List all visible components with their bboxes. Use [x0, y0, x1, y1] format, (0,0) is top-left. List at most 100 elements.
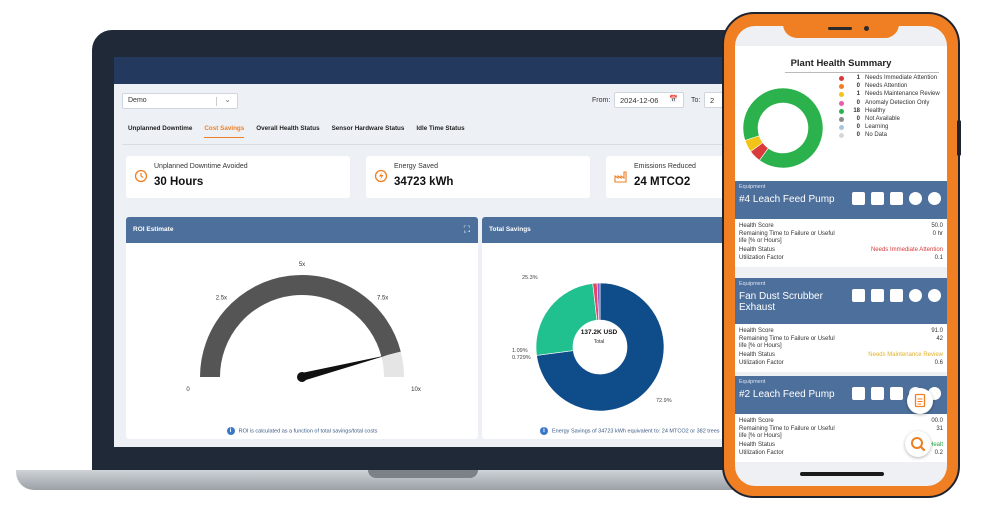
health-score-value: 50.0 [931, 223, 943, 229]
image-icon[interactable] [890, 289, 903, 302]
plant-health-donut-chart [742, 87, 824, 169]
image-icon[interactable] [890, 387, 903, 400]
utilization-row: Utilization Factor 0.2 [739, 450, 943, 458]
equipment-card[interactable]: Equipment #4 Leach Feed Pump Health Scor… [735, 181, 947, 267]
remaining-time-row: Remaining Time to Failure or Useful life… [739, 426, 943, 442]
remaining-time-value: 42 [936, 336, 943, 342]
phone-side-button [957, 120, 961, 156]
health-score-value: 00.0 [931, 418, 943, 424]
expand-icon[interactable]: ⛶ [463, 224, 470, 234]
tab-cost-savings[interactable]: Cost Savings [204, 125, 245, 138]
gauge-track [200, 275, 401, 378]
health-legend: 1 Needs Immediate Attention 0 Needs Attenti… [839, 75, 945, 141]
savings-slice-label: 72.9% [656, 398, 672, 404]
savings-slice [535, 283, 598, 356]
health-score-row: Health Score 00.0 [739, 418, 943, 426]
file-icon[interactable] [852, 289, 865, 302]
remaining-time-value: 31 [936, 426, 943, 432]
remaining-time-row: Remaining Time to Failure or Useful life… [739, 336, 943, 352]
kpi-value: 30 Hours [154, 176, 204, 188]
legend-dot [839, 133, 844, 139]
legend-item: 1 Needs Immediate Attention [839, 75, 945, 82]
health-score-row: Health Score 91.0 [739, 328, 943, 336]
field-label: Remaining Time to Failure or Useful life… [739, 231, 835, 244]
chevron-right-icon[interactable] [928, 289, 941, 302]
health-status-value: Needs Immediate Attention [870, 247, 943, 253]
tab-unplanned-downtime[interactable]: Unplanned Downtime [128, 125, 193, 132]
utilization-value: 0.1 [934, 255, 943, 261]
mobile-screen: Plant Health Summary 1 Needs Immediate At… [735, 26, 947, 486]
chevron-right-icon[interactable] [928, 192, 941, 205]
roi-footnote-text: ROI is calculated as a function of total… [238, 428, 378, 435]
savings-slice-label: 1.09% [512, 348, 528, 354]
legend-count: 0 [856, 115, 860, 122]
equipment-card-body: Health Score 00.0 Remaining Time to Fail… [735, 414, 947, 462]
kpi-value: 24 MTCO2 [634, 176, 691, 188]
legend-item: 0 Not Available [839, 116, 945, 123]
field-label: Health Score [739, 223, 774, 229]
search-fab[interactable] [905, 431, 931, 457]
laptop-notch [368, 470, 478, 478]
home-indicator [800, 472, 884, 476]
equipment-card-body: Health Score 50.0 Remaining Time to Fail… [735, 219, 947, 267]
factory-icon [614, 171, 627, 183]
legend-count: 0 [856, 83, 860, 90]
savings-footnote-text: Energy Savings of 34723 kWh equivalent t… [552, 428, 720, 435]
health-status-row: Health Status Needs Immediate Attention [739, 247, 943, 255]
tab-overall-health-status[interactable]: Overall Health Status [256, 125, 320, 132]
equipment-card[interactable]: Equipment Fan Dust Scrubber Exhaust Heal… [735, 278, 947, 372]
legend-dot [839, 76, 844, 81]
image-icon[interactable] [890, 192, 903, 205]
utilization-row: Utilization Factor 0.6 [739, 360, 943, 368]
gauge-icon[interactable] [909, 192, 922, 205]
gauge-tick-label: 0 [186, 387, 190, 393]
dashboard-tabs: Unplanned Downtime Cost Savings Overall … [128, 125, 465, 138]
clock-rewind-icon [134, 169, 148, 183]
legend-label: No Data [865, 132, 888, 139]
utilization-value: 0.6 [934, 360, 943, 366]
kpi-label: Emissions Reduced [634, 163, 696, 170]
phone-speaker [828, 27, 852, 30]
chevron-down-icon: ⌄ [224, 95, 231, 104]
equipment-label: Equipment [739, 184, 766, 190]
edit-icon[interactable] [871, 387, 884, 400]
legend-item: 18 Healthy [839, 108, 945, 115]
info-icon: i [226, 427, 235, 435]
legend-label: Needs Immediate Attention [865, 75, 938, 81]
legend-count: 0 [856, 99, 860, 106]
legend-item: 0 Needs Attention [839, 83, 945, 90]
field-label: Utilization Factor [739, 450, 784, 456]
gauge-icon[interactable] [909, 289, 922, 302]
legend-count: 1 [856, 91, 860, 98]
tab-idle-time-status[interactable]: Idle Time Status [416, 125, 465, 132]
file-icon[interactable] [852, 192, 865, 205]
report-fab[interactable] [907, 388, 933, 414]
energy-icon [374, 169, 388, 183]
card-actions [852, 289, 941, 302]
from-label: From: [592, 97, 611, 104]
calendar-icon[interactable]: 📅 [669, 96, 678, 103]
search-icon [911, 437, 926, 452]
document-icon [914, 393, 926, 408]
equipment-label: Equipment [739, 281, 766, 287]
plant-health-summary: Plant Health Summary 1 Needs Immediate At… [735, 46, 947, 201]
from-date-input[interactable]: 2024-12-06 📅 [614, 92, 684, 108]
legend-label: Healthy [865, 107, 886, 114]
legend-item: 0 Anomaly Detection Only [839, 100, 945, 107]
file-icon[interactable] [852, 387, 865, 400]
equipment-label: Equipment [739, 379, 766, 385]
edit-icon[interactable] [871, 289, 884, 302]
kpi-label: Unplanned Downtime Avoided [154, 163, 248, 170]
legend-dot [839, 100, 844, 106]
tab-sensor-hardware-status[interactable]: Sensor Hardware Status [331, 125, 405, 132]
equipment-name: Fan Dust Scrubber Exhaust [739, 291, 823, 313]
dashboard-screen: Demo ⌄ From: 2024-12-06 📅 To: 2 Unplanne… [114, 57, 754, 447]
edit-icon[interactable] [871, 192, 884, 205]
gauge-end-segment [381, 351, 404, 378]
kpi-downtime-avoided: Unplanned Downtime Avoided 30 Hours [126, 156, 350, 198]
field-label: Health Status [739, 442, 776, 448]
plant-select[interactable]: Demo ⌄ [122, 93, 238, 109]
to-label: To: [691, 97, 701, 104]
savings-slice-label: 0.729% [512, 355, 531, 361]
legend-dot [839, 108, 844, 114]
